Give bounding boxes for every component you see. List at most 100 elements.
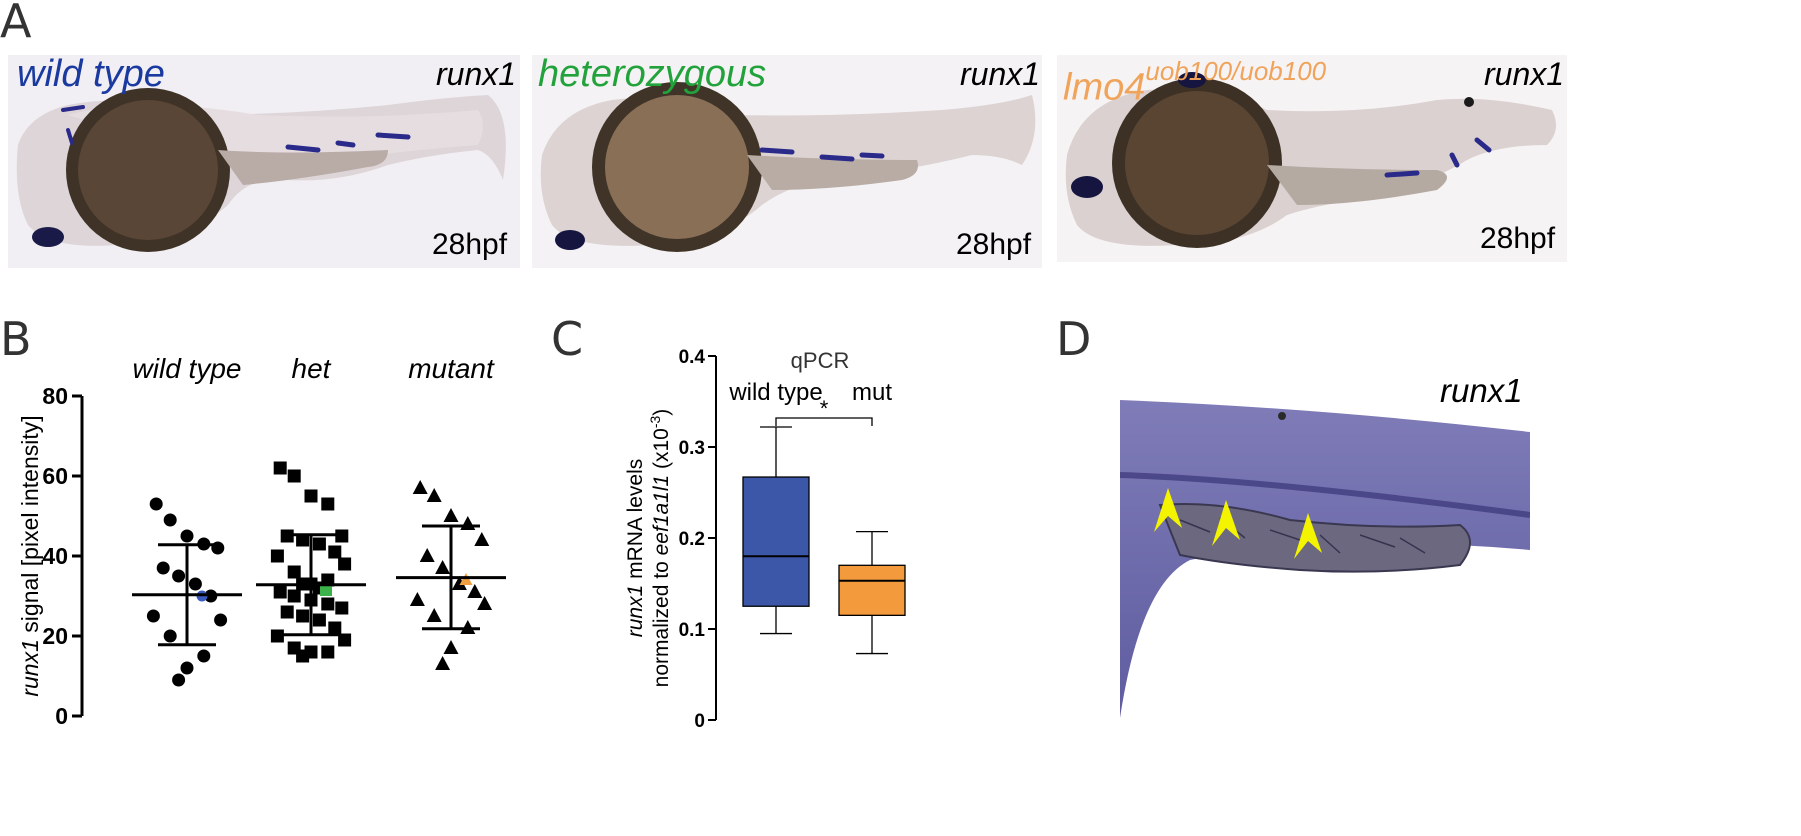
group-label: mutant	[408, 353, 495, 384]
data-point	[467, 584, 483, 598]
data-point	[296, 533, 310, 547]
y-tick-label: 0	[694, 711, 705, 732]
data-point	[474, 532, 490, 546]
data-point	[197, 649, 211, 663]
data-point	[335, 601, 349, 615]
data-point	[156, 561, 170, 575]
genotype-allele-superscript: uob100/uob100	[1145, 56, 1327, 86]
data-point	[426, 608, 442, 622]
y-tick-label: 80	[42, 383, 68, 409]
gene-label-runx1: runx1	[960, 56, 1041, 92]
arrowhead-shape	[1294, 513, 1322, 559]
data-point	[312, 613, 326, 627]
box-chart-qpcr: 0 0.1 0.2 0.3 0.4 runx1 mRNA levelsnormalized…	[624, 347, 906, 732]
y-axis-label-rest: mRNA levels	[624, 459, 647, 585]
data-point	[460, 620, 476, 634]
y-axis-label-gene: eef1a1l1	[650, 475, 673, 556]
box-iqr	[838, 564, 906, 617]
group-label: het	[292, 353, 332, 384]
data-point	[172, 569, 186, 583]
significance-bracket	[775, 417, 873, 426]
data-point	[443, 640, 459, 654]
data-point	[328, 621, 342, 635]
genotype-label-heterozygous: heterozygous	[538, 53, 767, 95]
data-point	[426, 488, 442, 502]
arrowhead-icon	[1294, 513, 1322, 559]
data-point	[296, 609, 310, 623]
y-axis-label-close: )	[650, 409, 673, 416]
data-point	[172, 673, 186, 687]
y-axis-label-suffix: (x10	[650, 428, 673, 475]
data-point	[328, 545, 342, 559]
data-point	[409, 592, 425, 606]
data-point	[273, 585, 287, 599]
data-point	[180, 529, 194, 543]
data-point	[412, 480, 428, 494]
data-point	[321, 597, 335, 611]
panel-d-letter: D	[1056, 312, 1092, 366]
y-axis-label: runx1 signal [pixel intensity]	[17, 415, 43, 696]
stage-label-28hpf: 28hpf	[956, 228, 1032, 261]
gene-label-runx1: runx1	[436, 56, 517, 92]
y-axis-label-gene: runx1	[17, 639, 43, 697]
data-point	[443, 508, 459, 522]
genotype-label-mutant: lmo4uob100/uob100	[1063, 58, 1326, 109]
data-point	[435, 656, 451, 670]
arrowhead-icon	[1212, 500, 1240, 546]
data-point	[296, 649, 310, 663]
y-axis-label-exp: -3	[647, 415, 663, 428]
embryo-image-heterozygous	[532, 55, 1042, 268]
group-label: wild type	[133, 353, 242, 384]
data-point	[451, 576, 467, 590]
stage-label-28hpf: 28hpf	[1480, 222, 1556, 255]
data-point	[335, 529, 349, 543]
y-tick-label: 20	[42, 623, 68, 649]
y-axis-label-line1: runx1 mRNA levels	[624, 459, 647, 638]
data-point	[270, 549, 284, 563]
box-iqr	[742, 476, 810, 607]
data-point	[321, 645, 335, 659]
y-tick-label: 0.1	[679, 620, 706, 641]
data-point	[270, 629, 284, 643]
data-point	[419, 548, 435, 562]
data-point	[287, 565, 301, 579]
data-point	[304, 489, 318, 503]
highlight-point	[320, 584, 332, 596]
y-tick-label: 0	[55, 703, 68, 729]
data-point	[338, 557, 352, 571]
y-axis-label-prefix: normalized to	[650, 555, 673, 687]
panel-c-letter: C	[551, 312, 584, 366]
genotype-label-wild-type: wild type	[17, 53, 165, 95]
data-point	[214, 613, 228, 627]
data-point	[435, 560, 451, 574]
embryo-image-mutant	[1057, 55, 1567, 262]
y-axis-label-gene: runx1	[624, 585, 647, 638]
y-tick-label: 40	[42, 543, 68, 569]
y-tick-label: 0.4	[679, 347, 706, 368]
data-point	[188, 577, 202, 591]
data-point	[321, 497, 335, 511]
trunk-closeup-image	[1120, 400, 1530, 718]
data-point	[477, 596, 493, 610]
genotype-gene-name: lmo4	[1063, 66, 1146, 109]
data-point	[146, 609, 160, 623]
stage-label-28hpf: 28hpf	[432, 228, 508, 261]
arrowhead-shape	[1154, 488, 1182, 532]
y-axis-label-line2: normalized to eef1a1l1 (x10-3)	[647, 409, 673, 688]
gene-label-runx1: runx1	[1484, 56, 1565, 92]
significance-star: *	[820, 396, 829, 421]
gene-label-runx1: runx1	[1440, 372, 1523, 409]
data-point	[287, 589, 301, 603]
y-axis-label-rest: signal [pixel intensity]	[17, 415, 43, 639]
data-point	[180, 661, 194, 675]
box-label: wild type	[728, 379, 822, 406]
box-label: mut	[852, 379, 892, 406]
arrowhead-icon	[1154, 488, 1182, 532]
data-point	[460, 516, 476, 530]
data-point	[149, 497, 163, 511]
embryo-image-wild-type	[8, 55, 520, 268]
data-point	[280, 605, 294, 619]
data-point	[163, 629, 177, 643]
data-point	[287, 469, 301, 483]
data-point	[338, 633, 352, 647]
